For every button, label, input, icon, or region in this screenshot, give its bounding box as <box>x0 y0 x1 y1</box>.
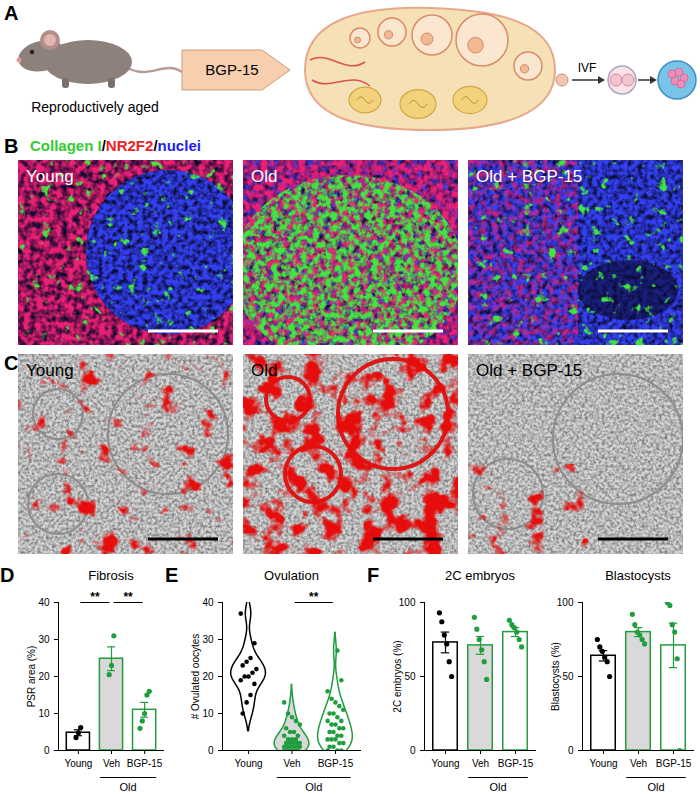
svg-text:50: 50 <box>562 671 574 682</box>
html-text:Blastocysts: Blastocysts <box>605 568 671 583</box>
svg-text:Young: Young <box>26 167 74 186</box>
svg-text:BGP-15: BGP-15 <box>318 758 354 769</box>
svg-text:100: 100 <box>557 597 574 608</box>
svg-text:0: 0 <box>44 745 50 756</box>
html-text:F: F <box>367 564 380 586</box>
svg-text:20: 20 <box>202 671 214 682</box>
svg-text:20: 20 <box>38 671 50 682</box>
svg-text:Veh: Veh <box>283 758 300 769</box>
svg-text:Veh: Veh <box>472 758 489 769</box>
svg-text:Old: Old <box>120 781 137 793</box>
html-text:C: C <box>4 352 19 374</box>
svg-text:**: ** <box>90 590 100 604</box>
svg-text:**: ** <box>309 590 319 604</box>
svg-text:Old: Old <box>647 781 664 793</box>
svg-text:Veh: Veh <box>630 758 647 769</box>
svg-text:30: 30 <box>38 634 50 645</box>
html-text:2C embryos: 2C embryos <box>445 568 515 583</box>
svg-text:0: 0 <box>410 745 416 756</box>
svg-text:Veh: Veh <box>103 758 120 769</box>
svg-text:Young: Young <box>590 758 618 769</box>
svg-text:50: 50 <box>404 671 416 682</box>
svg-text:Blastocysts (%): Blastocysts (%) <box>550 642 561 711</box>
html-text:B: B <box>4 135 19 157</box>
svg-text:10: 10 <box>38 708 50 719</box>
svg-text:40: 40 <box>38 597 50 608</box>
svg-text:Young: Young <box>26 361 74 380</box>
svg-text:IVF: IVF <box>578 61 597 75</box>
svg-text:10: 10 <box>202 708 214 719</box>
svg-text:Old: Old <box>251 167 277 186</box>
html-text:Collagen I / NR2F2 / nuclei: Collagen I / NR2F2 / nuclei <box>30 137 201 154</box>
svg-text:Old: Old <box>305 781 322 793</box>
svg-text:Old: Old <box>489 781 506 793</box>
svg-text:**: ** <box>123 590 133 604</box>
html-text:E: E <box>165 564 179 586</box>
svg-text:0: 0 <box>568 745 574 756</box>
html-text:Ovulation: Ovulation <box>264 568 319 583</box>
svg-text:# Ovulated oocytes: # Ovulated oocytes <box>190 634 201 720</box>
svg-text:Old + BGP-15: Old + BGP-15 <box>476 167 582 186</box>
html-text:D: D <box>0 564 15 586</box>
svg-text:BGP-15: BGP-15 <box>205 61 258 78</box>
svg-text:Old: Old <box>251 361 277 380</box>
svg-text:Young: Young <box>432 758 460 769</box>
svg-text:PSR area (%): PSR area (%) <box>26 646 37 708</box>
svg-text:40: 40 <box>202 597 214 608</box>
svg-text:Young: Young <box>235 758 263 769</box>
svg-text:BGP-15: BGP-15 <box>127 758 163 769</box>
svg-text:BGP-15: BGP-15 <box>498 758 534 769</box>
svg-text:30: 30 <box>202 634 214 645</box>
svg-text:Reproductively aged: Reproductively aged <box>31 99 159 115</box>
html-text:Fibrosis: Fibrosis <box>88 568 134 583</box>
svg-text:Young: Young <box>64 758 92 769</box>
svg-text:Old + BGP-15: Old + BGP-15 <box>476 361 582 380</box>
html-text:A: A <box>4 2 19 24</box>
svg-text:2C embryos (%): 2C embryos (%) <box>392 640 403 712</box>
svg-text:BGP-15: BGP-15 <box>656 758 692 769</box>
svg-text:100: 100 <box>399 597 416 608</box>
svg-text:0: 0 <box>208 745 214 756</box>
